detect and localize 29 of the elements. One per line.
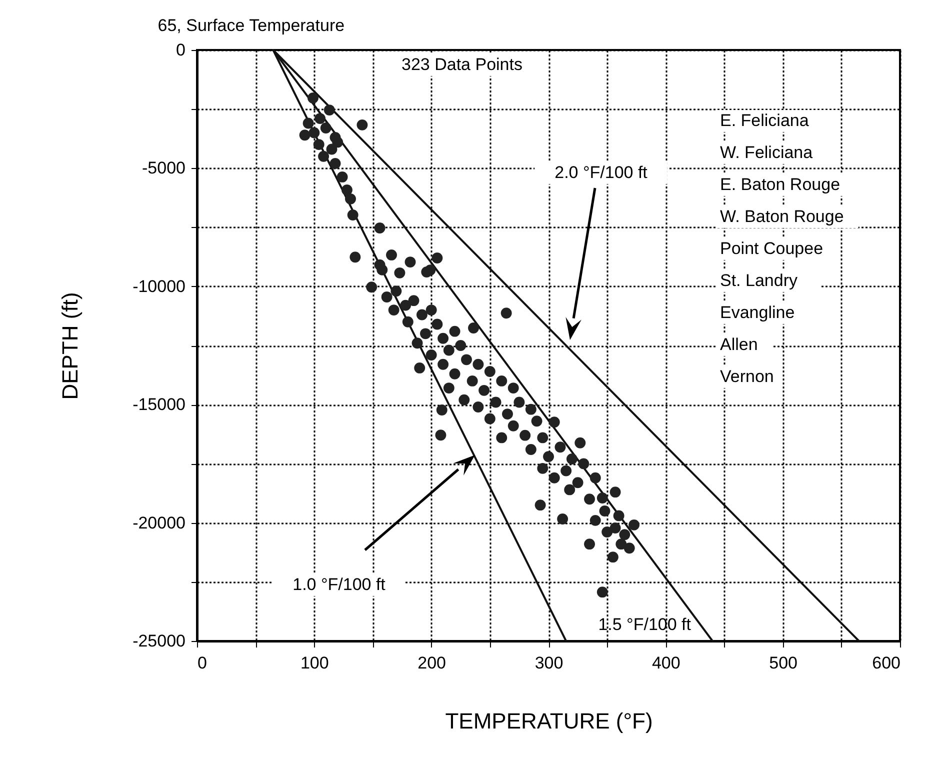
annotation: 65, Surface Temperature <box>158 16 345 35</box>
y-axis-title: DEPTH (ft) <box>58 292 83 400</box>
annotation: Vernon <box>720 367 774 386</box>
x-tick-label: 100 <box>300 654 329 672</box>
y-tick-label: -5000 <box>142 158 186 178</box>
annotation: W. Baton Rouge <box>720 207 844 226</box>
y-tick-label: -20000 <box>132 513 186 532</box>
annotation: E. Baton Rouge <box>720 175 840 194</box>
x-tick-label: 400 <box>652 654 680 672</box>
annotation: Point Coupee <box>720 239 824 258</box>
y-tick-label: -10000 <box>132 276 186 296</box>
annotation: St. Landry <box>720 271 798 290</box>
annotation: 1.0 °F/100 ft <box>292 575 386 594</box>
y-tick-label: -15000 <box>132 395 186 414</box>
annotation: W. Feliciana <box>720 143 814 162</box>
annotation: 2.0 °F/100 ft <box>554 163 648 182</box>
annotation: Allen <box>720 335 758 354</box>
x-tick-label: 200 <box>418 654 446 672</box>
annotation: E. Feliciana <box>720 111 810 130</box>
x-tick-label: 600 <box>872 654 900 672</box>
x-axis-title: TEMPERATURE (°F) <box>445 708 653 734</box>
annotation: 1.5 °F/100 ft <box>598 615 692 634</box>
x-tick-label: 300 <box>534 654 564 672</box>
annotation: Evangline <box>720 303 795 322</box>
y-tick-label: -25000 <box>132 632 186 650</box>
annotation: 323 Data Points <box>402 55 522 74</box>
y-tick-label: 0 <box>176 40 186 60</box>
x-tick-label: 500 <box>769 654 798 672</box>
x-tick-label: 0 <box>198 654 207 672</box>
